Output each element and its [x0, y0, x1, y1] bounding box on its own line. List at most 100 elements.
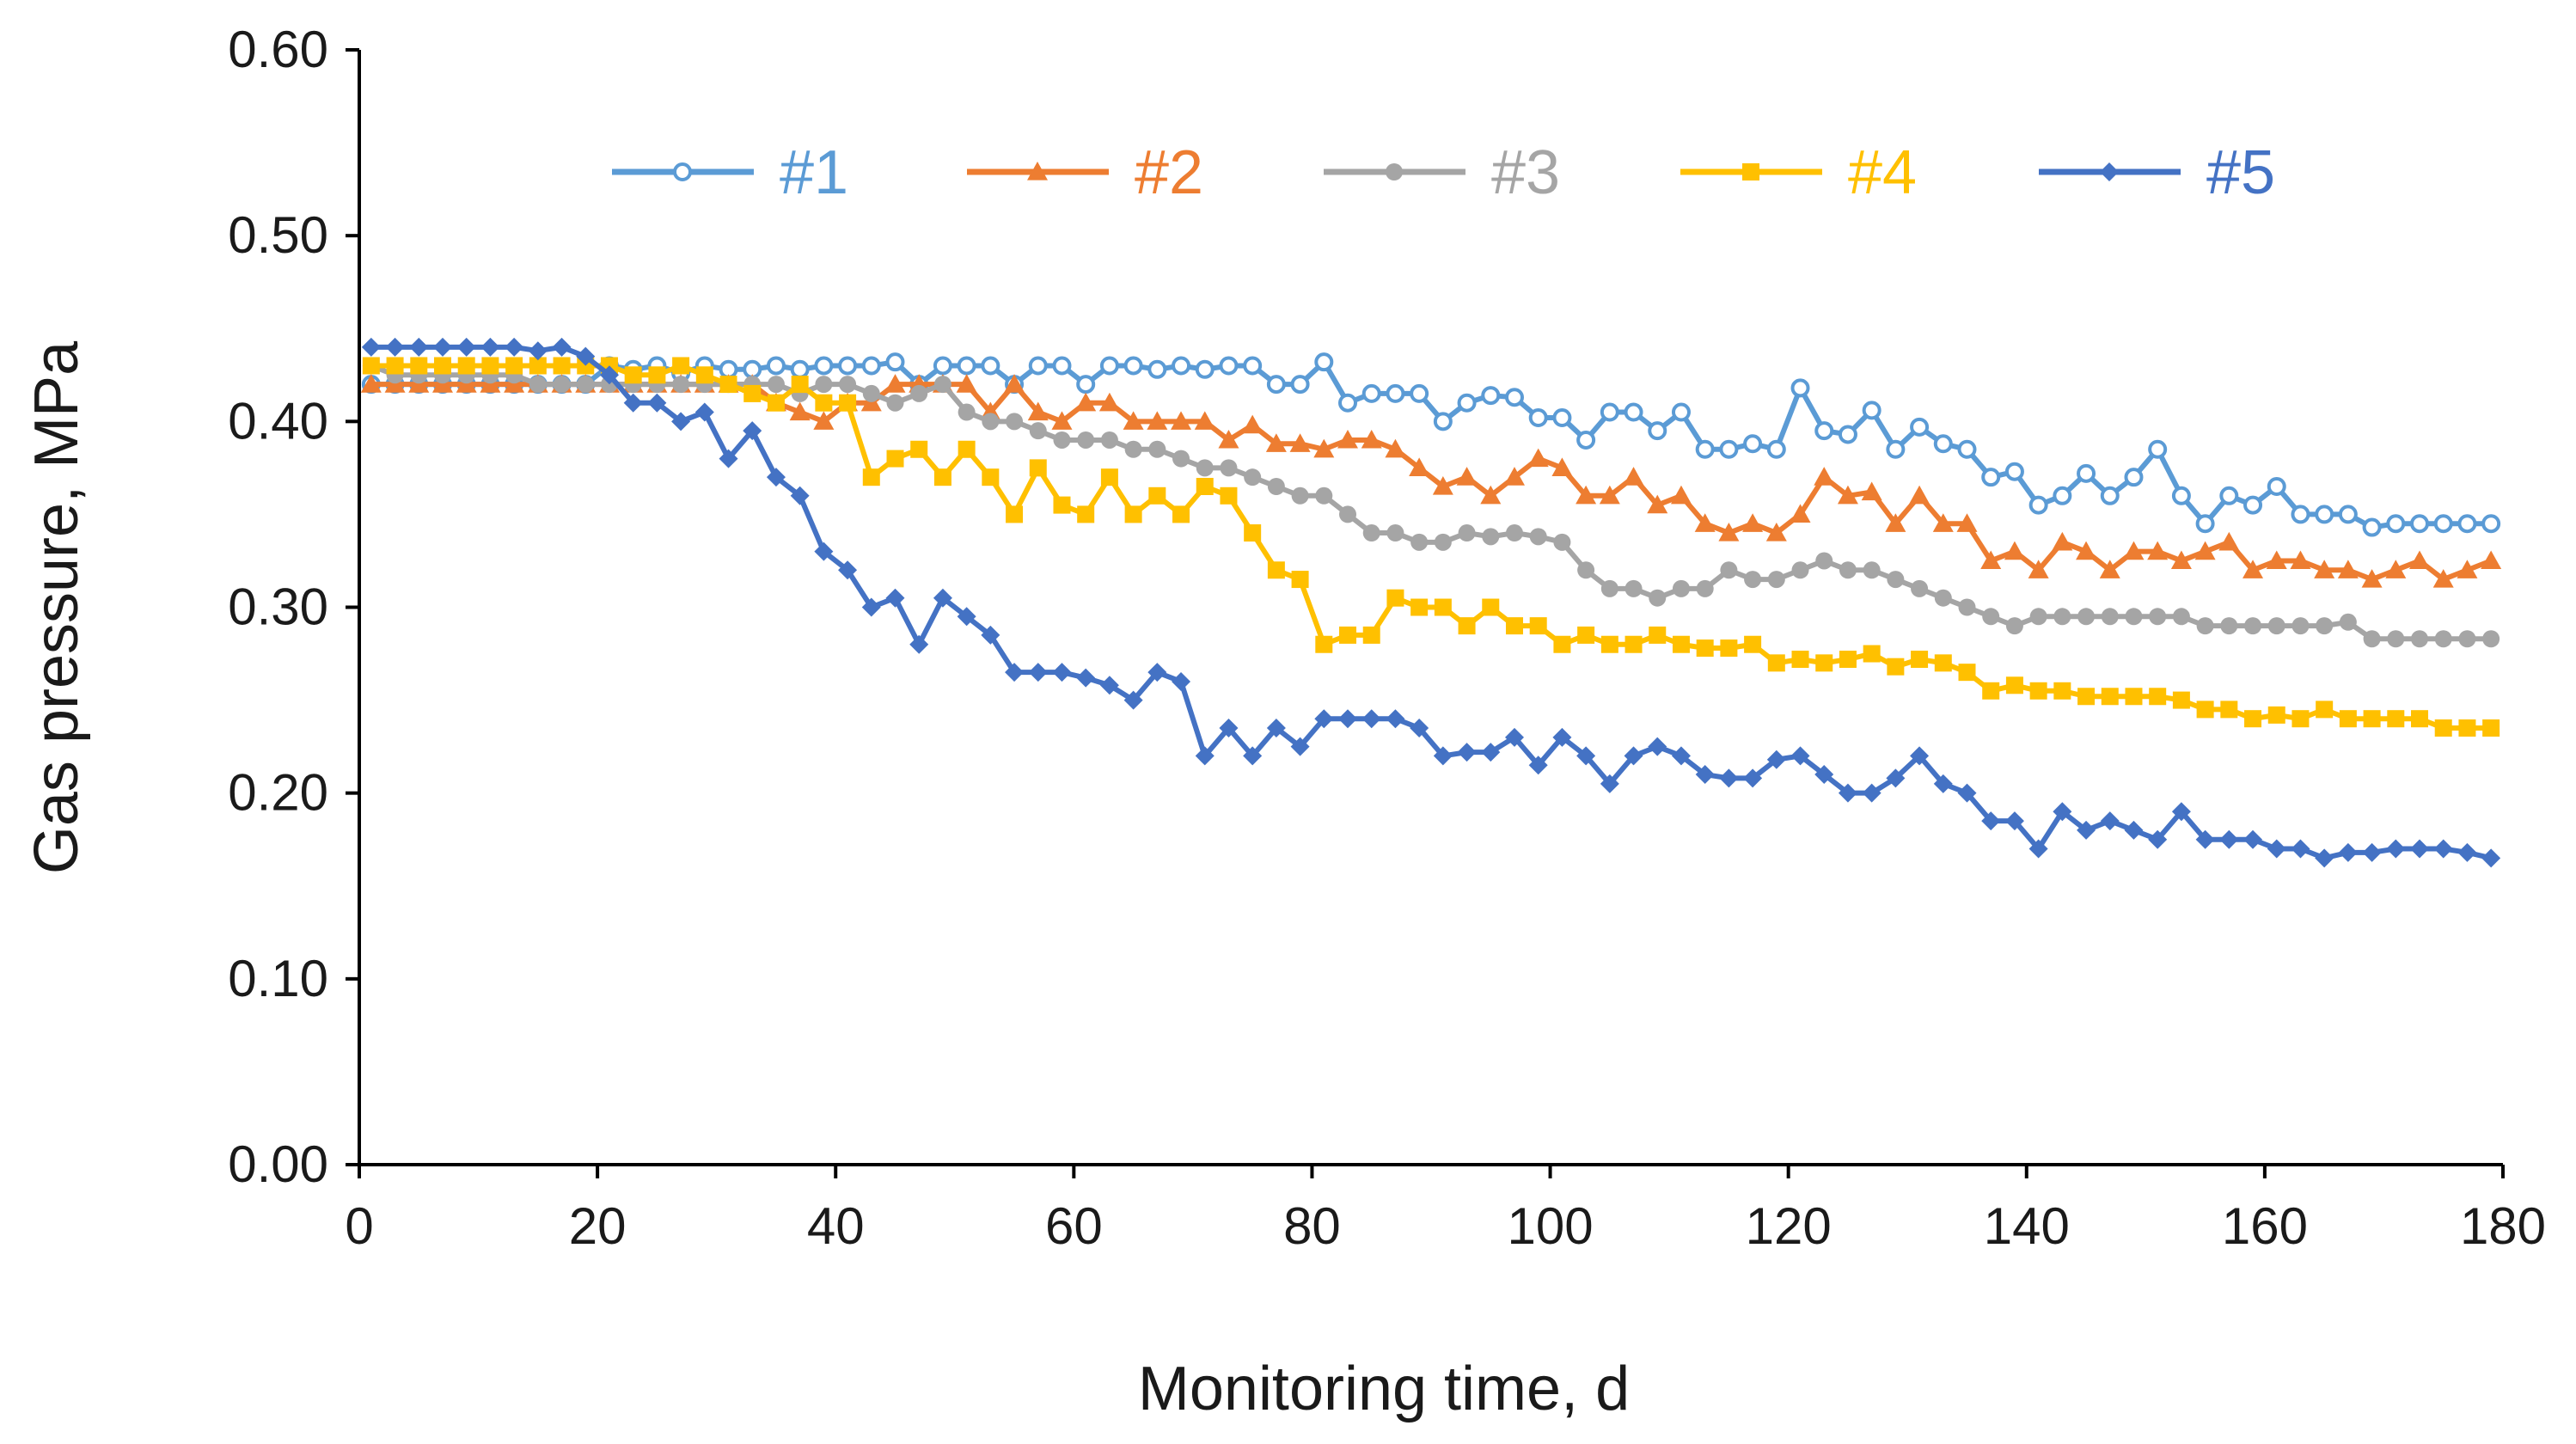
ticks: 0.00 0.10 0.20 0.30 0.40 0.50 0.60 0 20 40 60 80 100… — [228, 21, 2546, 1255]
data-point — [1552, 408, 1572, 428]
data-point — [2315, 848, 2334, 868]
data-point — [814, 356, 834, 376]
data-point — [2411, 710, 2429, 728]
data-point — [1600, 774, 1619, 793]
data-point — [1290, 375, 1310, 395]
data-point — [1600, 579, 1618, 597]
data-point — [1743, 768, 1763, 788]
y-tick-label: 0.10 — [228, 950, 328, 1007]
data-point — [361, 337, 381, 357]
data-point — [1052, 356, 1072, 376]
data-point — [1482, 528, 1500, 546]
data-point — [2339, 613, 2357, 631]
data-point — [1362, 524, 1380, 542]
data-point — [2243, 829, 2263, 849]
data-point — [2387, 630, 2405, 648]
data-point — [2028, 560, 2049, 578]
data-point — [648, 366, 666, 384]
data-point — [1671, 402, 1691, 422]
data-point — [1910, 746, 1930, 766]
data-point — [2315, 505, 2334, 524]
data-point — [1338, 393, 1358, 413]
data-point — [958, 440, 976, 458]
data-point — [2029, 608, 2047, 626]
data-point — [694, 402, 714, 422]
data-point — [2172, 608, 2190, 626]
data-point — [861, 356, 881, 376]
data-point — [1029, 422, 1047, 440]
data-point — [1649, 589, 1667, 607]
data-point — [1790, 746, 1810, 766]
data-point — [1767, 571, 1785, 589]
data-point — [2458, 719, 2476, 737]
data-point — [1863, 645, 1881, 663]
series-5 — [361, 337, 2501, 868]
data-point — [1767, 654, 1785, 672]
data-point — [861, 597, 881, 617]
data-point — [2172, 691, 2190, 709]
data-point — [1694, 513, 1716, 532]
data-point — [1028, 663, 1048, 682]
data-point — [982, 468, 1000, 486]
data-point — [1386, 709, 1405, 729]
data-point — [2194, 541, 2216, 560]
data-point — [1885, 513, 1906, 532]
data-point — [2125, 688, 2143, 706]
data-point — [1410, 598, 1429, 616]
data-point — [1267, 561, 1285, 579]
data-point — [1409, 457, 1430, 476]
data-point — [1696, 579, 1714, 597]
data-point — [2220, 701, 2238, 719]
data-point — [1051, 411, 1073, 430]
data-point — [2149, 688, 2167, 706]
data-point — [1670, 485, 1692, 505]
data-point — [957, 607, 976, 627]
data-point — [1720, 639, 1738, 658]
data-point — [576, 346, 596, 366]
data-point — [1744, 635, 1762, 653]
data-point — [1814, 765, 1834, 785]
data-point — [933, 468, 951, 486]
data-point — [2316, 617, 2334, 635]
data-point — [1814, 467, 1835, 486]
data-point — [1267, 477, 1285, 495]
data-point — [1671, 746, 1691, 766]
data-point — [2005, 617, 2023, 635]
data-point — [623, 393, 643, 413]
data-point — [2434, 719, 2452, 737]
data-point — [2004, 811, 2024, 831]
data-point — [2410, 514, 2430, 534]
data-point — [2148, 829, 2168, 849]
x-tick-label: 0 — [345, 1197, 373, 1255]
data-point — [886, 450, 904, 468]
data-point — [885, 352, 905, 372]
data-point — [1838, 783, 1857, 803]
legend-label: #5 — [2206, 138, 2275, 207]
data-point — [409, 337, 429, 357]
data-point — [1194, 411, 1215, 430]
data-point — [360, 374, 382, 393]
data-point — [1648, 737, 1667, 756]
x-tick-label: 80 — [1283, 1197, 1341, 1255]
data-point — [2099, 560, 2120, 578]
data-point — [1196, 459, 1214, 477]
data-point — [1504, 727, 1524, 747]
data-point — [1123, 411, 1144, 430]
y-axis-title: Gas pressure, MPa — [22, 340, 91, 874]
data-point — [2218, 531, 2240, 551]
data-point — [1576, 746, 1596, 766]
data-point — [2005, 676, 2023, 694]
data-point — [1242, 414, 1264, 434]
data-point — [1077, 505, 1095, 523]
data-point — [1815, 654, 1833, 672]
data-point — [1956, 513, 1978, 532]
data-point — [1147, 663, 1167, 682]
data-point — [1172, 450, 1190, 468]
data-point — [1839, 561, 1857, 579]
data-point — [1006, 413, 1024, 431]
data-point — [1887, 571, 1905, 589]
data-point — [909, 634, 929, 654]
y-tick-label: 0.30 — [228, 578, 328, 636]
data-point — [1981, 468, 2001, 487]
data-point — [410, 357, 428, 375]
